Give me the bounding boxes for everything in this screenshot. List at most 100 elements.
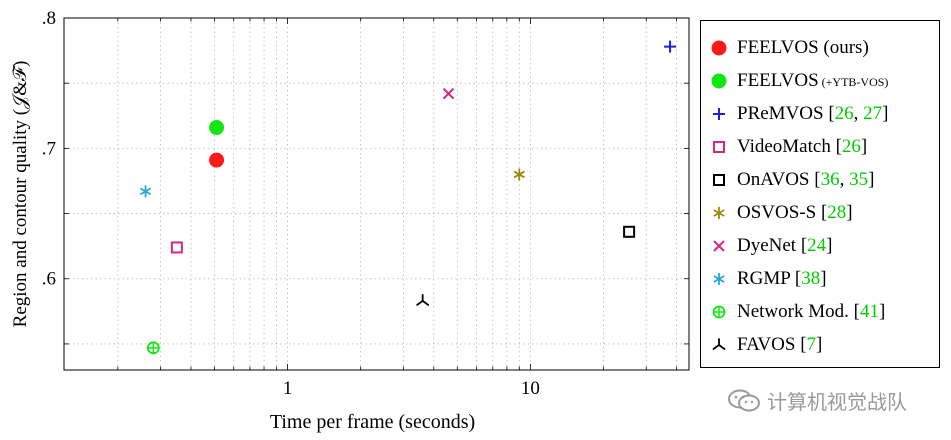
legend-marker-icon: [713, 240, 725, 252]
legend-symbol: [711, 40, 727, 56]
marker-cross: [442, 87, 455, 100]
legend-label: RGMP [38]: [737, 268, 827, 289]
marker-cross: [713, 240, 725, 252]
marker-circle: [209, 152, 225, 168]
point-videomatch: [170, 241, 183, 254]
legend-series-suffix: (+YTB-VOS): [818, 75, 889, 89]
citation-link[interactable]: 27: [863, 103, 883, 124]
legend-series-name: FEELVOS (ours): [737, 37, 869, 58]
marker-oplus-cross: [713, 306, 725, 318]
y-axis-label: Region and contour quality (𝒥&ℱ): [10, 61, 31, 328]
marker-asterisk: [139, 185, 152, 198]
legend: FEELVOS (ours) FEELVOS (+YTB-VOS) PReMVOS …: [700, 20, 940, 368]
legend-series-name: Network Mod.: [737, 301, 849, 322]
legend-item: FAVOS [7]: [701, 331, 822, 359]
marker-asterisk: [713, 207, 725, 219]
legend-symbol: [713, 207, 725, 219]
legend-symbol: [713, 174, 725, 186]
legend-marker: [701, 166, 737, 194]
marker-tri: [712, 338, 726, 350]
marker-plus: [664, 40, 677, 53]
y-tick-label: .6: [42, 269, 56, 290]
wechat-icon: [728, 389, 760, 411]
legend-symbol: [713, 240, 725, 252]
legend-marker-icon: [712, 305, 726, 319]
citation-link[interactable]: 26: [841, 136, 861, 157]
legend-label: OnAVOS [36, 35]: [737, 169, 875, 190]
legend-symbol: [713, 273, 725, 285]
legend-symbol: [713, 141, 725, 153]
legend-label: Network Mod. [41]: [737, 301, 886, 322]
legend-label: VideoMatch [26]: [737, 136, 868, 157]
legend-series-name: FAVOS: [737, 334, 796, 355]
legend-symbol: [713, 108, 725, 120]
citation-link[interactable]: 28: [827, 202, 847, 223]
point-rgmp: [139, 185, 152, 198]
watermark: 计算机视觉战队: [727, 386, 907, 415]
x-tick-label: 10: [521, 378, 540, 399]
marker-square: [623, 225, 636, 238]
citation-link[interactable]: 41: [859, 301, 879, 322]
legend-series-name: DyeNet: [737, 235, 797, 256]
point-favos: [416, 294, 430, 306]
legend-marker-icon: [711, 73, 727, 89]
legend-marker-icon: [713, 207, 725, 219]
legend-marker-icon: [712, 338, 726, 350]
legend-item: OSVOS-S [28]: [701, 199, 853, 227]
point-feelvos-ours-: [209, 152, 225, 168]
point-network-mod-: [146, 341, 160, 355]
legend-label: FEELVOS (ours): [737, 37, 869, 59]
citation-link[interactable]: 35: [849, 169, 869, 190]
marker-square: [170, 241, 183, 254]
point-onavos: [623, 225, 636, 238]
marker-square: [713, 174, 725, 186]
legend-marker-icon: [713, 141, 725, 153]
legend-symbol: [712, 305, 726, 319]
citation-link[interactable]: 36: [820, 169, 840, 190]
legend-marker-icon: [713, 174, 725, 186]
legend-label: OSVOS-S [28]: [737, 202, 853, 223]
legend-series-name: OnAVOS: [737, 169, 810, 190]
point-dyenet: [442, 87, 455, 100]
legend-marker-icon: [713, 108, 725, 120]
legend-marker: [701, 199, 737, 227]
legend-marker: [701, 331, 737, 359]
legend-item: PReMVOS [26, 27]: [701, 100, 888, 128]
legend-marker-icon: [711, 40, 727, 56]
legend-item: FEELVOS (ours): [701, 34, 869, 62]
plot-frame: [63, 17, 690, 371]
legend-marker: [701, 67, 737, 95]
legend-marker: [701, 298, 737, 326]
legend-item: OnAVOS [36, 35]: [701, 166, 874, 194]
marker-square: [713, 141, 725, 153]
citation-link[interactable]: 24: [807, 235, 827, 256]
x-axis-label: Time per frame (seconds): [270, 411, 475, 433]
y-tick-label: .8: [42, 8, 56, 29]
legend-label: FAVOS [7]: [737, 334, 823, 355]
watermark-text: 计算机视觉战队: [767, 390, 907, 414]
marker-circle: [711, 40, 727, 56]
legend-series-name: VideoMatch: [737, 136, 831, 157]
legend-item: Network Mod. [41]: [701, 298, 885, 326]
point-premvos: [664, 40, 677, 53]
marker-oplus-cross: [147, 342, 159, 354]
marker-asterisk: [513, 168, 525, 181]
y-tick-label: .7: [42, 138, 56, 159]
x-tick-label: 1: [283, 378, 293, 399]
citation-link[interactable]: 38: [801, 268, 821, 289]
grid: [64, 18, 689, 370]
legend-series-name: OSVOS-S: [737, 202, 817, 223]
legend-symbol: [712, 338, 726, 350]
citation-link[interactable]: 7: [806, 334, 817, 355]
legend-item: DyeNet [24]: [701, 232, 833, 260]
marker-plus: [713, 108, 725, 120]
citation-link[interactable]: 26: [834, 103, 854, 124]
legend-item: VideoMatch [26]: [701, 133, 867, 161]
legend-marker: [701, 34, 737, 62]
marker-circle: [711, 73, 727, 89]
legend-label: DyeNet [24]: [737, 235, 833, 256]
marker-asterisk: [713, 273, 725, 285]
legend-item: FEELVOS (+YTB-VOS): [701, 67, 888, 95]
legend-label: FEELVOS (+YTB-VOS): [737, 70, 888, 92]
